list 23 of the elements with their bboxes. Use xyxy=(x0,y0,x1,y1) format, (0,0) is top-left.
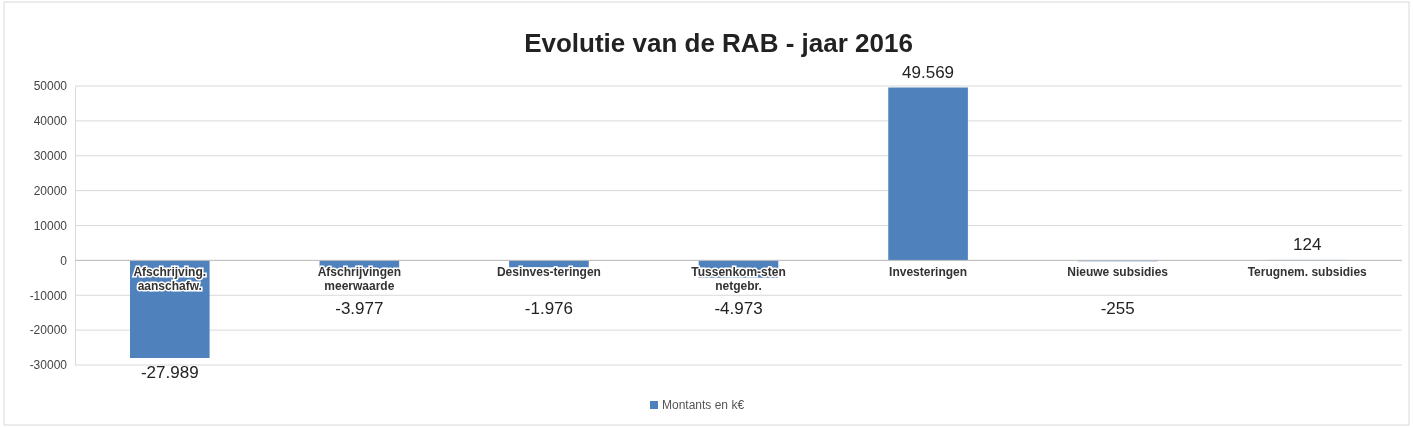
x-tick-label: Afschrijving. aanschafw. xyxy=(133,265,207,294)
y-tick-label: 30000 xyxy=(33,149,68,164)
y-tick-label: -10000 xyxy=(29,288,68,303)
data-label: -27.989 xyxy=(140,362,199,382)
y-tick-label: 0 xyxy=(60,253,68,268)
y-tick-label: 50000 xyxy=(33,79,68,94)
y-tick-label: -30000 xyxy=(29,358,68,373)
y-tick-label: -20000 xyxy=(29,323,68,338)
data-label: 124 xyxy=(1293,234,1322,254)
data-label: 49.569 xyxy=(902,62,955,82)
x-tick-label: Investeringen xyxy=(889,265,968,280)
x-tick-label: Desinves-teringen xyxy=(496,265,601,280)
y-tick-label: 40000 xyxy=(33,114,68,129)
legend-label: Montants en k€ xyxy=(662,398,745,412)
data-label: -3.977 xyxy=(335,299,384,319)
data-label: -4.973 xyxy=(714,299,763,319)
y-tick-label: 10000 xyxy=(33,218,68,233)
data-label: -255 xyxy=(1100,299,1135,319)
y-tick-label: 20000 xyxy=(33,183,68,198)
x-tick-label: Nieuwe subsidies xyxy=(1067,265,1169,280)
data-label: -1.976 xyxy=(524,299,574,319)
x-tick-label: Terugnem. subsidies xyxy=(1247,265,1368,280)
chart-title: Evolutie van de RAB - jaar 2016 xyxy=(524,28,913,58)
